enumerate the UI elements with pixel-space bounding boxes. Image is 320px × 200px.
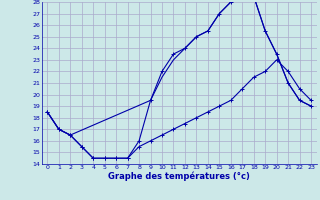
X-axis label: Graphe des températures (°c): Graphe des températures (°c) [108,172,250,181]
